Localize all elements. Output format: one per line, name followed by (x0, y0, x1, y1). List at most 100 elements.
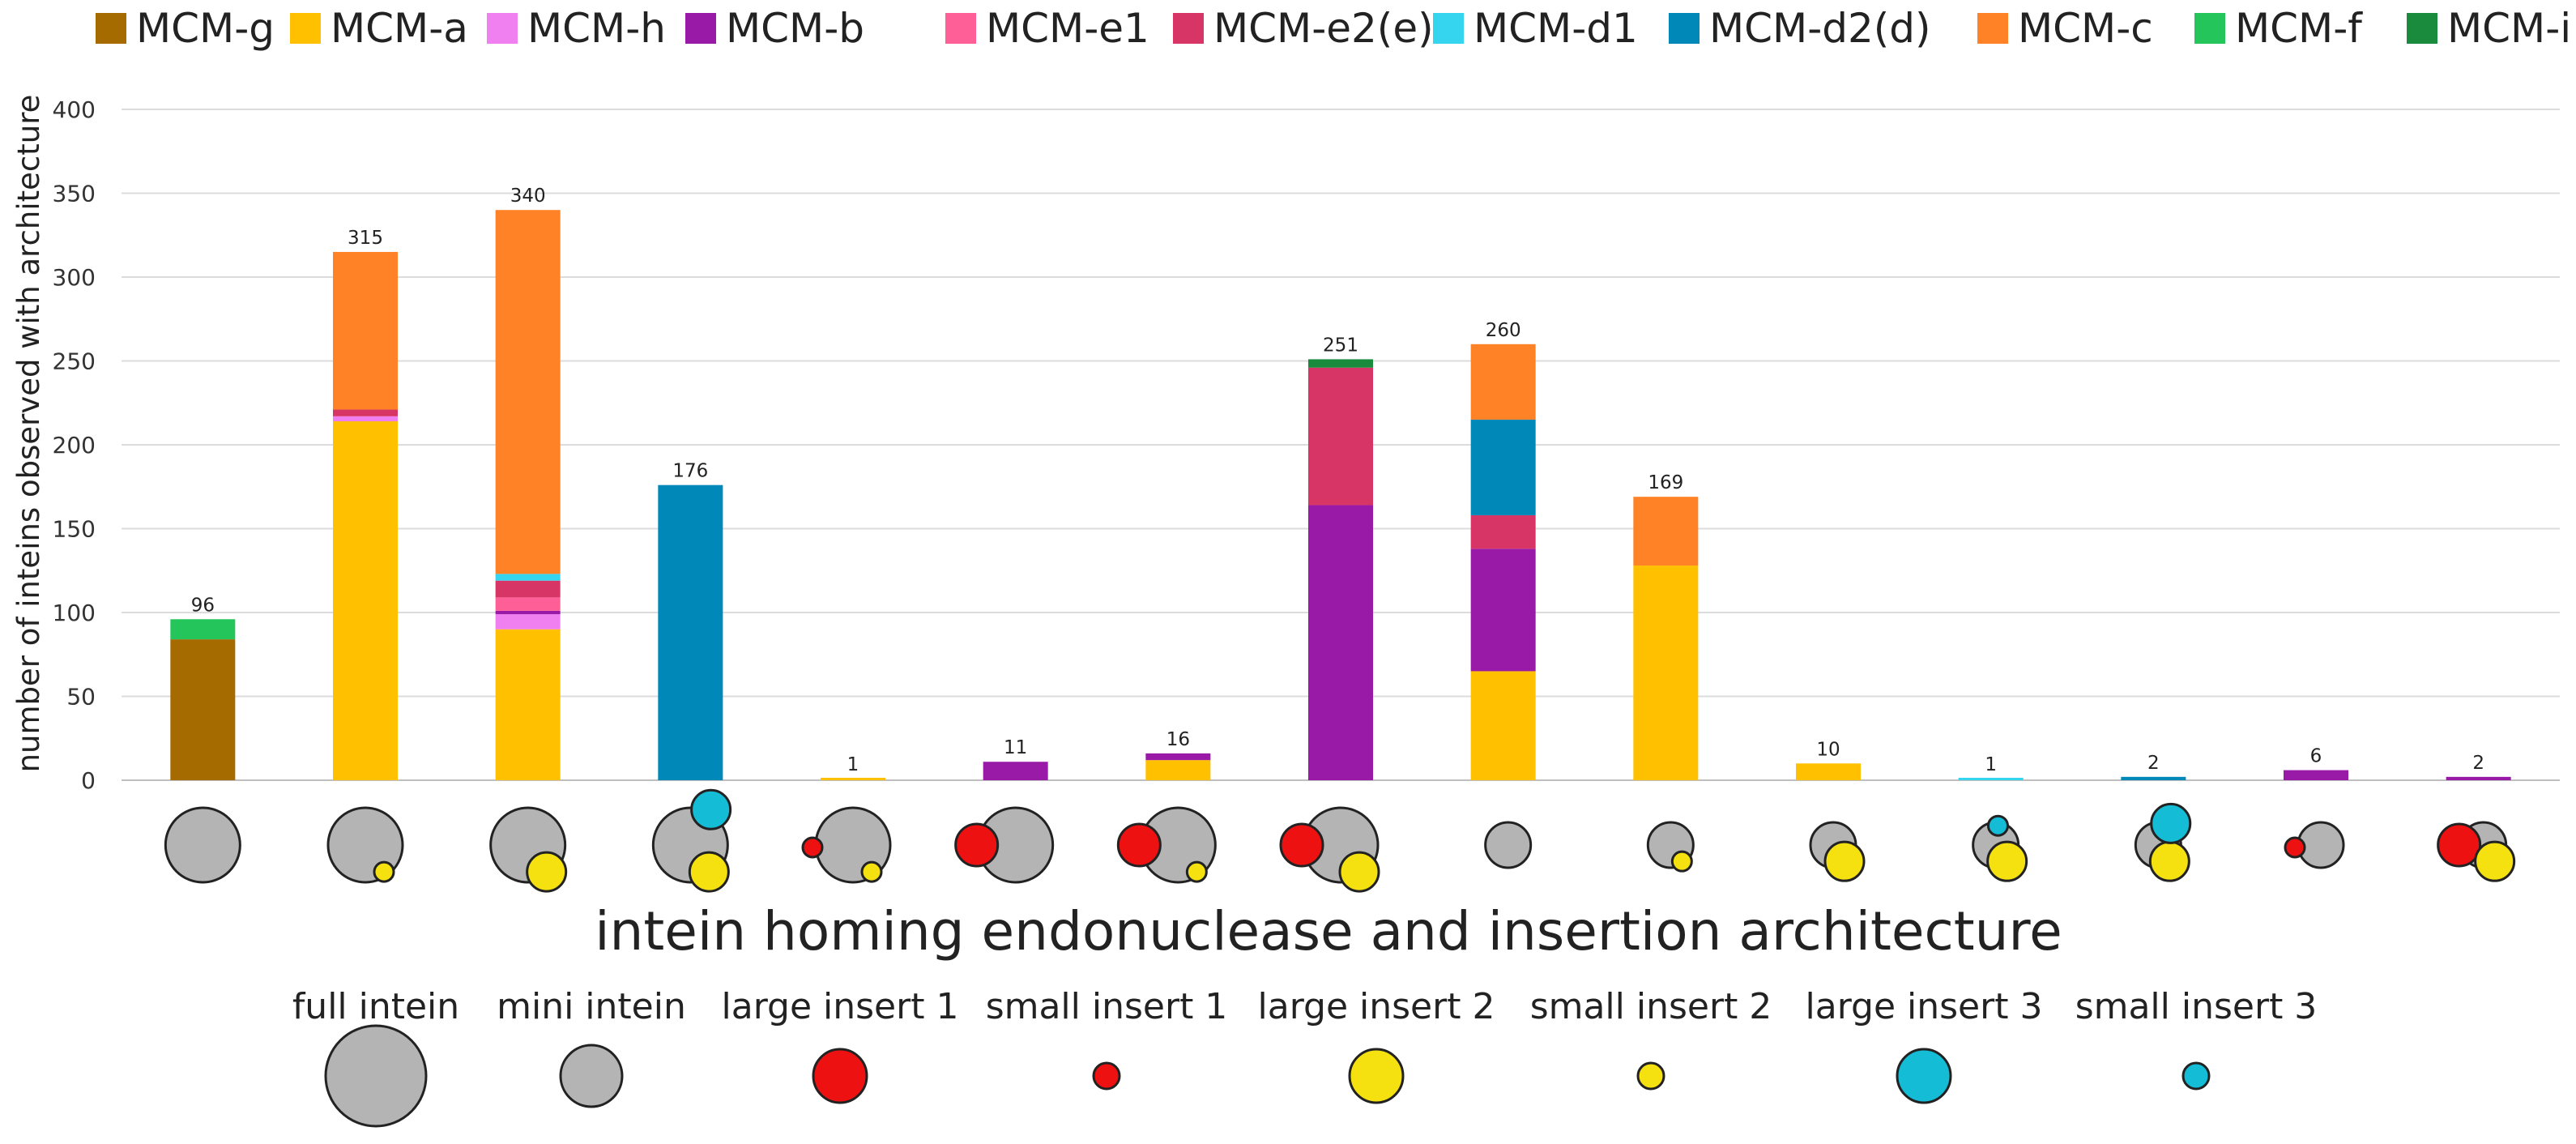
bar-segment-MCM-c (333, 251, 398, 410)
legend-swatch-MCM-b (685, 13, 716, 44)
legend-swatch-MCM-g (96, 13, 126, 44)
bar-stack-12 (1958, 778, 2024, 780)
key-label: large insert 1 (722, 986, 959, 1027)
bar-total-label: 1 (1985, 754, 1997, 775)
large2-circle (526, 851, 568, 893)
bar-total-label: 96 (191, 595, 215, 616)
bar-segment-MCM-a (1633, 566, 1699, 780)
large2-circle (1823, 840, 1866, 882)
architecture-icon-5 (801, 806, 892, 884)
legend-swatch-MCM-d2(d) (1669, 13, 1700, 44)
legend-label-MCM-d1: MCM-d1 (1474, 5, 1638, 52)
bar-stack-6 (983, 762, 1048, 780)
large3-circle (2150, 802, 2192, 844)
small2-circle (373, 860, 395, 883)
legend-label-MCM-d2(d): MCM-d2(d) (1709, 5, 1931, 52)
bar-total-label: 1 (847, 754, 859, 775)
large2-circle (688, 851, 730, 893)
bar-total-label: 169 (1648, 472, 1683, 493)
small1-circle (801, 836, 824, 859)
key-label: mini intein (497, 986, 686, 1027)
x-axis-title: intein homing endonuclease and insertion… (595, 900, 2062, 963)
architecture-icon-7 (1116, 806, 1217, 884)
key-label: full intein (292, 986, 459, 1027)
small1-circle (2284, 836, 2306, 859)
bar-segment-MCM-e2(e) (1308, 367, 1373, 506)
bar-segment-MCM-b (495, 610, 561, 615)
legend-label-MCM-i: MCM-i (2447, 5, 2571, 52)
large1-circle (954, 822, 1000, 868)
key-label: small insert 3 (2075, 986, 2318, 1027)
key-item-small2: small insert 2 (1530, 986, 1772, 1091)
legend-swatch-MCM-e1 (945, 13, 976, 44)
bar-stack-3 (495, 210, 561, 780)
bar-stack-11 (1796, 763, 1861, 780)
bar-total-label: 16 (1166, 729, 1190, 750)
bar-segment-MCM-b (1308, 505, 1373, 780)
bar-total-label: 10 (1816, 739, 1840, 760)
bar-segment-MCM-c (495, 210, 561, 574)
bar-stack-13 (2121, 776, 2186, 780)
bar-stack-4 (658, 484, 723, 780)
large1-circle (1279, 822, 1324, 868)
large2-circle (2474, 840, 2516, 882)
key-item-mini: mini intein (497, 986, 686, 1108)
bar-total-label: 340 (510, 186, 546, 207)
architecture-icon-9 (1484, 821, 1533, 869)
architecture-icon-15 (2437, 821, 2516, 882)
bar-segment-MCM-g (170, 639, 236, 780)
bar-stack-2 (333, 251, 398, 780)
architecture-icon-6 (954, 806, 1055, 884)
large2-circle (2148, 840, 2190, 882)
architecture-icon-8 (1279, 806, 1380, 893)
bar-segment-MCM-d2(d) (2121, 776, 2186, 780)
key-item-large3: large insert 3 (1806, 986, 2042, 1104)
bar-segment-MCM-a (821, 778, 885, 780)
y-tick-label: 250 (53, 348, 96, 375)
bar-total-label: 260 (1486, 320, 1521, 341)
large2-circle (1986, 840, 2028, 882)
small2-circle (1185, 860, 1208, 883)
small1-key-circle (1092, 1061, 1121, 1091)
full-circle (164, 806, 241, 884)
key-label: small insert 1 (986, 986, 1228, 1027)
bars (170, 210, 2511, 780)
large1-key-circle (812, 1048, 868, 1104)
legend-swatch-MCM-c (1977, 13, 2008, 44)
small2-key-circle (1636, 1061, 1665, 1091)
large2-key-circle (1348, 1048, 1405, 1104)
legend: MCM-g MCM-a MCM-h MCM-b MCM-e1 MCM-e2(e) MCM-d… (96, 5, 2571, 52)
legend-label-MCM-g: MCM-g (136, 5, 275, 52)
architecture-icon-13 (2134, 802, 2192, 882)
y-tick-label: 150 (53, 516, 96, 543)
legend-label-MCM-a: MCM-a (331, 5, 468, 52)
key-label: small insert 2 (1530, 986, 1772, 1027)
bar-stack-8 (1308, 359, 1373, 780)
bar-segment-MCM-h (495, 614, 561, 630)
bar-segment-MCM-c (1470, 344, 1536, 420)
legend-label-MCM-h: MCM-h (527, 5, 666, 52)
key-item-small3: small insert 3 (2075, 986, 2318, 1091)
small3-key-circle (2181, 1061, 2211, 1091)
legend-swatch-MCM-f (2194, 13, 2225, 44)
small3-circle (1986, 814, 2009, 837)
mini-key-circle (559, 1044, 624, 1108)
architecture-icon-1 (164, 806, 241, 884)
architecture-icon-11 (1809, 821, 1866, 882)
y-tick-label: 100 (53, 600, 96, 626)
key-label: large insert 2 (1258, 986, 1495, 1027)
large2-circle (1338, 851, 1380, 893)
bar-stack-7 (1145, 753, 1211, 780)
y-tick-label: 400 (53, 96, 96, 123)
bar-stack-10 (1633, 497, 1699, 780)
bar-stack-5 (821, 778, 885, 780)
key-item-large2: large insert 2 (1258, 986, 1495, 1104)
bar-segment-MCM-d1 (495, 574, 561, 581)
architecture-key: full intein mini intein large insert 1 smal… (292, 986, 2318, 1128)
architecture-icons (164, 788, 2516, 893)
architecture-icon-3 (489, 806, 568, 893)
bar-stack-15 (2446, 776, 2511, 780)
key-item-small1: small insert 1 (986, 986, 1228, 1091)
bar-segment-MCM-b (2284, 770, 2348, 780)
small2-circle (860, 860, 883, 883)
